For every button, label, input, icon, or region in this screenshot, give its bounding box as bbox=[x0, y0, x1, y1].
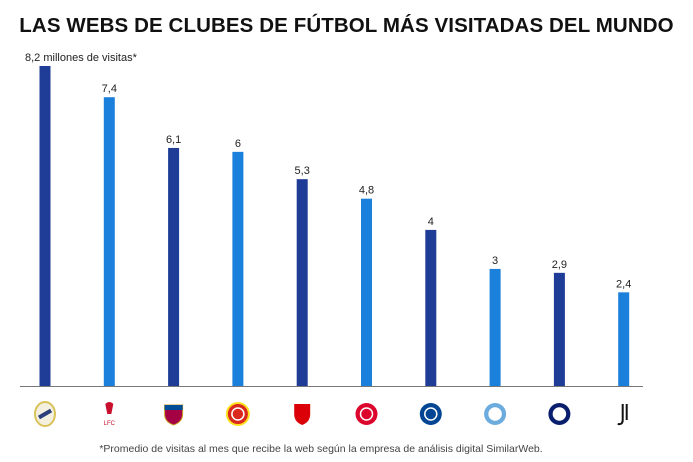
logo-inner bbox=[488, 407, 502, 421]
juventus-logo-icon bbox=[617, 404, 628, 426]
bar bbox=[103, 97, 115, 386]
data-label: 2,9 bbox=[552, 259, 567, 271]
real-madrid-logo-band bbox=[37, 408, 53, 420]
logo-text: LFC bbox=[104, 421, 116, 427]
barcelona-logo-band bbox=[164, 405, 183, 410]
data-label: 4 bbox=[428, 216, 434, 228]
bar bbox=[618, 292, 630, 386]
manchester-united-logo-icon bbox=[225, 402, 250, 426]
logo-inner bbox=[424, 407, 438, 421]
logo-inner bbox=[359, 407, 374, 421]
footnote: *Promedio de visitas al mes que recibe l… bbox=[99, 443, 543, 455]
data-label: 3 bbox=[492, 255, 498, 267]
logo-inner bbox=[231, 407, 245, 421]
data-label: 2,4 bbox=[616, 278, 631, 290]
data-label: 8,2 millones de visitas* bbox=[25, 52, 138, 64]
liverpool-logo-icon bbox=[105, 402, 114, 414]
data-label: 4,8 bbox=[359, 185, 374, 197]
arsenal-logo-icon bbox=[294, 404, 311, 425]
bar bbox=[39, 66, 51, 386]
bayern-logo-icon bbox=[355, 403, 378, 425]
bar bbox=[553, 272, 565, 386]
bar bbox=[361, 198, 372, 386]
bar bbox=[489, 268, 501, 386]
data-label: 6,1 bbox=[166, 134, 181, 146]
data-label: 7,4 bbox=[102, 83, 117, 95]
chart-title: LAS WEBS DE CLUBES DE FÚTBOL MÁS VISITAD… bbox=[19, 14, 674, 37]
data-label: 6 bbox=[235, 138, 241, 150]
data-label: 5,3 bbox=[295, 165, 310, 177]
logo-inner bbox=[552, 407, 567, 421]
bar bbox=[296, 179, 308, 386]
bar bbox=[232, 151, 244, 386]
bar bbox=[168, 147, 180, 386]
bar bbox=[425, 229, 437, 386]
chelsea-logo-icon bbox=[419, 403, 442, 425]
